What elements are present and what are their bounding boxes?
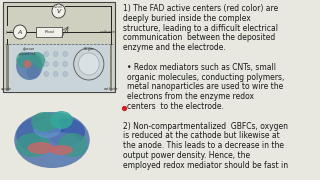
Text: glucose: glucose [23, 47, 36, 51]
Bar [3, 2, 115, 92]
Ellipse shape [58, 133, 88, 157]
Text: $V_{cell}$: $V_{cell}$ [53, 3, 64, 11]
Circle shape [16, 52, 31, 68]
Ellipse shape [47, 118, 85, 146]
Bar [6, 44, 9, 91]
Circle shape [44, 71, 49, 76]
Text: O₂,gas: O₂,gas [84, 47, 94, 51]
Ellipse shape [16, 117, 65, 153]
Circle shape [24, 60, 31, 68]
Circle shape [52, 4, 65, 18]
Circle shape [16, 52, 43, 80]
Circle shape [63, 62, 68, 66]
Circle shape [13, 25, 27, 39]
Circle shape [27, 65, 40, 79]
Text: output power density. Hence, the: output power density. Hence, the [123, 151, 250, 160]
Text: communication  between the deposited: communication between the deposited [123, 33, 275, 42]
Circle shape [63, 71, 68, 76]
Circle shape [63, 51, 68, 57]
Text: employed redox mediator should be fast in: employed redox mediator should be fast i… [123, 161, 288, 170]
Ellipse shape [28, 142, 54, 154]
Text: 1) The FAD active centers (red color) are: 1) The FAD active centers (red color) ar… [123, 4, 278, 13]
Ellipse shape [14, 112, 90, 168]
Circle shape [53, 62, 58, 66]
Text: $j_{cell}$: $j_{cell}$ [5, 28, 13, 36]
Ellipse shape [16, 133, 50, 157]
Text: $R_{load}$: $R_{load}$ [44, 28, 55, 36]
Bar [5, 44, 113, 92]
Ellipse shape [50, 111, 73, 129]
Text: organic molecules, conducting polymers,: organic molecules, conducting polymers, [126, 73, 284, 82]
Circle shape [44, 51, 49, 57]
Circle shape [53, 71, 58, 76]
Text: is reduced at the cathode but likewise at: is reduced at the cathode but likewise a… [123, 131, 280, 140]
Text: enzyme and the electrode.: enzyme and the electrode. [123, 43, 226, 52]
Circle shape [78, 53, 99, 75]
Text: A: A [18, 30, 22, 35]
Text: cathode: cathode [104, 87, 119, 91]
Text: electrons from the enzyme redox: electrons from the enzyme redox [126, 92, 253, 101]
Text: centers  to the electrode.: centers to the electrode. [126, 102, 223, 111]
Text: • Redox mediators such as CNTs, small: • Redox mediators such as CNTs, small [126, 63, 276, 72]
Bar [36, 27, 62, 37]
Text: metal nanoparticles are used to wire the: metal nanoparticles are used to wire the [126, 82, 283, 91]
Bar [109, 44, 112, 91]
Text: deeply buried inside the complex: deeply buried inside the complex [123, 14, 251, 23]
Text: structure, leading to a difficult electrical: structure, leading to a difficult electr… [123, 24, 278, 33]
Text: V: V [56, 9, 61, 14]
Text: cathode: cathode [100, 30, 116, 34]
Circle shape [44, 62, 49, 66]
Circle shape [53, 51, 58, 57]
Circle shape [28, 52, 45, 70]
Text: 2) Non-compartmentalized  GBFCs, oxygen: 2) Non-compartmentalized GBFCs, oxygen [123, 122, 288, 131]
Ellipse shape [50, 145, 73, 155]
Ellipse shape [31, 112, 58, 132]
Text: anode: anode [1, 87, 12, 91]
Ellipse shape [37, 132, 82, 164]
Ellipse shape [33, 118, 61, 138]
Text: glucose cell: glucose cell [20, 52, 36, 56]
Text: the anode. This leads to a decrease in the: the anode. This leads to a decrease in t… [123, 141, 284, 150]
